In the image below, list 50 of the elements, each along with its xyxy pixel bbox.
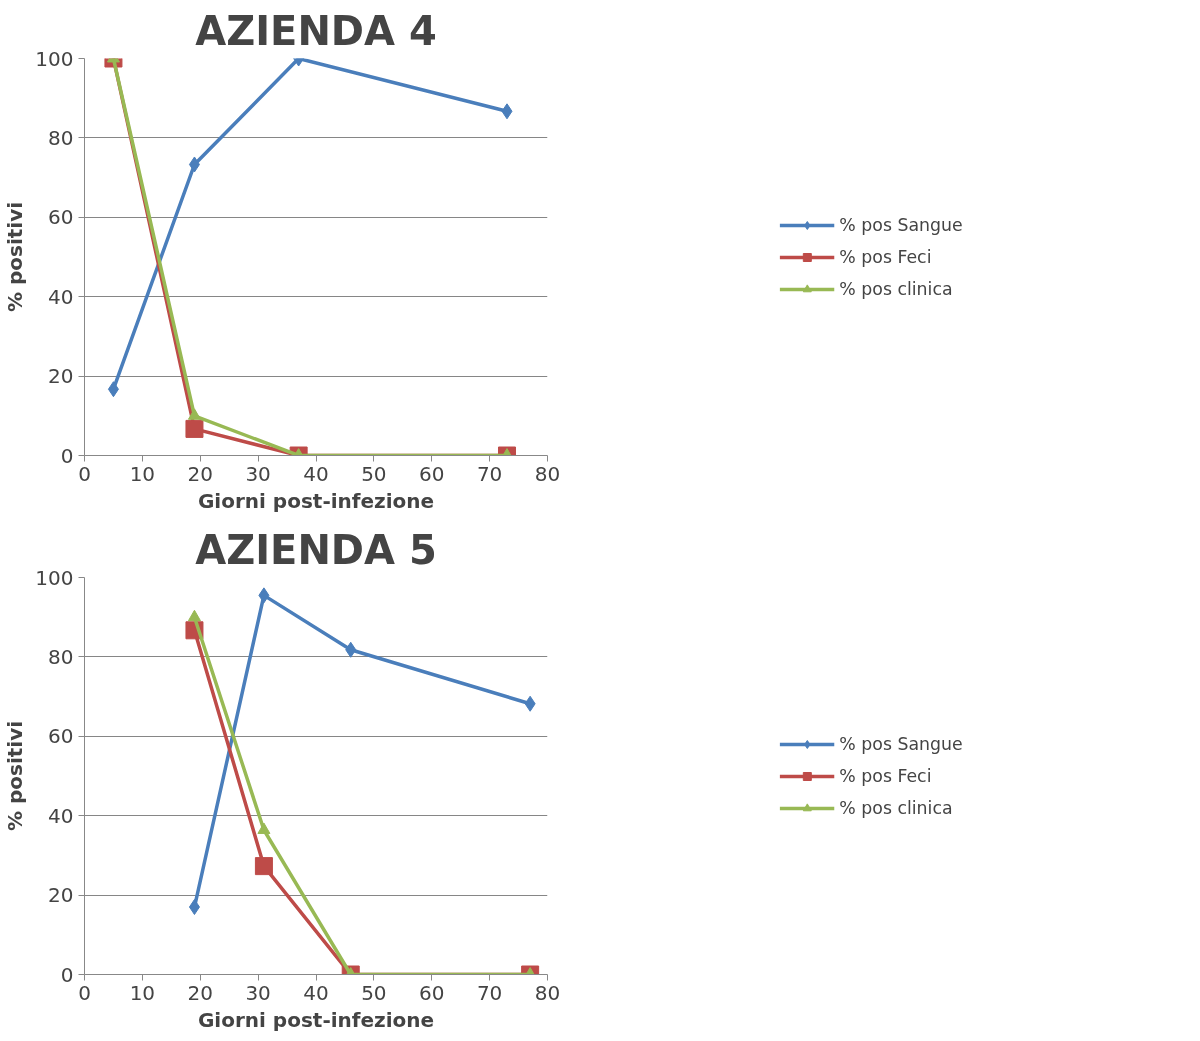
point <box>188 156 200 173</box>
legend-label: % pos Feci <box>839 765 932 786</box>
x-tick-label: 20 <box>187 461 213 486</box>
x-tick-label: 0 <box>78 980 91 1005</box>
legend-label: % pos Sangue <box>839 733 963 754</box>
y-tick-label: 80 <box>48 644 74 669</box>
x-tick-label: 20 <box>187 980 213 1005</box>
y-tick-label: 80 <box>48 125 74 150</box>
y-tick-label: 60 <box>48 724 74 749</box>
x-tick-label: 10 <box>129 461 156 486</box>
point <box>501 103 513 120</box>
y-tick-label: 100 <box>35 565 74 590</box>
y-axis-title: % positivi <box>3 720 28 832</box>
x-tick-label: 30 <box>245 461 271 486</box>
y-tick-label: 100 <box>35 46 74 71</box>
y-tick-label: 40 <box>48 803 74 828</box>
y-tick-label: 0 <box>60 443 74 468</box>
x-tick-label: 40 <box>303 461 329 486</box>
point <box>257 822 271 834</box>
y-tick-label: 20 <box>48 364 74 389</box>
point <box>524 695 536 712</box>
x-tick-label: 10 <box>129 980 156 1005</box>
point <box>258 587 270 604</box>
x-axis-title: Giorni post-infezione <box>197 1007 435 1032</box>
legend-label: % pos clinica <box>839 278 953 299</box>
legend-label: % pos Feci <box>839 246 932 267</box>
y-tick-label: 40 <box>48 284 74 309</box>
x-tick-label: 70 <box>476 980 503 1005</box>
x-tick-label: 80 <box>534 980 561 1005</box>
legend-label: % pos Sangue <box>839 214 963 235</box>
x-tick-label: 50 <box>361 461 387 486</box>
x-tick-label: 30 <box>245 980 271 1005</box>
point <box>187 408 201 420</box>
x-tick-label: 60 <box>419 461 445 486</box>
y-tick-label: 20 <box>48 883 74 908</box>
y-tick-label: 60 <box>48 205 74 230</box>
chart-title: AZIENDA 5 <box>195 526 437 573</box>
x-tick-label: 40 <box>303 980 329 1005</box>
point <box>187 609 201 622</box>
x-tick-label: 50 <box>361 980 387 1005</box>
x-axis-title: Giorni post-infezione <box>197 488 435 513</box>
x-tick-label: 0 <box>78 461 91 486</box>
y-tick-label: 0 <box>60 962 74 987</box>
chart-title: AZIENDA 4 <box>195 7 437 54</box>
x-tick-label: 80 <box>534 461 561 486</box>
y-axis-title: % positivi <box>3 201 28 313</box>
point <box>345 641 357 658</box>
legend-label: % pos clinica <box>839 797 953 818</box>
x-tick-label: 70 <box>476 461 503 486</box>
x-tick-label: 60 <box>419 980 445 1005</box>
